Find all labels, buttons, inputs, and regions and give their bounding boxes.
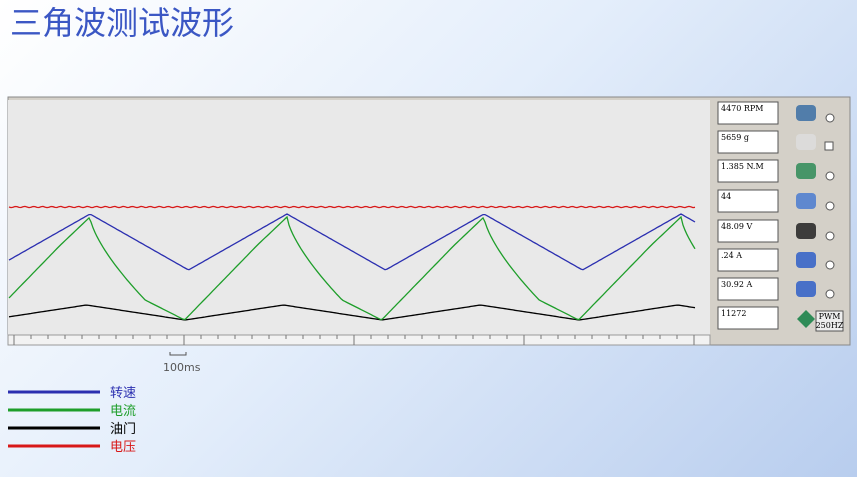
icon <box>796 281 816 297</box>
icon <box>796 223 816 239</box>
legend-label: 电压 <box>110 440 136 455</box>
selector <box>825 289 835 299</box>
readout-box <box>717 306 779 330</box>
readout-value: 1.385 N.M <box>721 162 764 171</box>
readout-value: 4470 RPM <box>721 104 764 113</box>
readout-box <box>717 101 779 125</box>
axis-ticks <box>13 335 695 345</box>
readout-box <box>717 277 779 301</box>
icon <box>796 105 816 121</box>
legend-label: 电流 <box>110 404 136 419</box>
title: 三角波测试波形 <box>10 4 234 42</box>
scale-label: 100ms <box>163 361 201 374</box>
waveform <box>8 215 696 321</box>
icon <box>796 134 816 150</box>
waveform <box>8 304 696 321</box>
scale-bar <box>169 352 187 356</box>
readout-box <box>717 219 779 243</box>
legend-label: 转速 <box>110 386 136 401</box>
selector <box>825 201 835 211</box>
selector <box>825 260 835 270</box>
selector <box>825 113 835 123</box>
plot-area <box>8 100 710 335</box>
readout-value: 5659 g <box>721 133 749 142</box>
readout-value: 48.09 V <box>721 222 752 231</box>
icon <box>796 163 816 179</box>
selector <box>825 171 835 181</box>
waveform <box>8 213 696 271</box>
readout-box <box>717 189 779 213</box>
waveform <box>8 205 696 209</box>
waveforms <box>8 205 696 321</box>
icon <box>796 252 816 268</box>
readout-box <box>717 248 779 272</box>
selector <box>824 141 834 151</box>
pwm-label: PWM <box>819 312 841 321</box>
legend-label: 油门 <box>110 422 136 437</box>
icon <box>797 310 815 328</box>
readout-value: .24 A <box>721 251 742 260</box>
time-axis <box>7 334 711 346</box>
pwm-label: 250HZ <box>816 321 844 330</box>
icon <box>796 193 816 209</box>
readout-box <box>717 130 779 154</box>
readout-value: 11272 <box>721 309 746 318</box>
readout-box <box>717 159 779 183</box>
readout-value: 30.92 A <box>721 280 752 289</box>
pwm-button[interactable] <box>815 310 844 332</box>
readouts: 4470 RPM 5659 g 1.385 N.M 44 48.09 V .24 A 30.… <box>717 101 844 332</box>
readout-value: 44 <box>721 192 731 201</box>
selector <box>825 231 835 241</box>
